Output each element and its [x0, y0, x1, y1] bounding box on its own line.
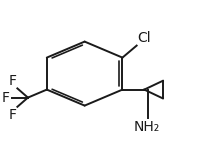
Text: F: F — [8, 108, 16, 122]
Text: F: F — [8, 74, 16, 88]
Text: F: F — [2, 91, 10, 105]
Text: NH₂: NH₂ — [134, 120, 160, 134]
Text: Cl: Cl — [138, 31, 151, 45]
